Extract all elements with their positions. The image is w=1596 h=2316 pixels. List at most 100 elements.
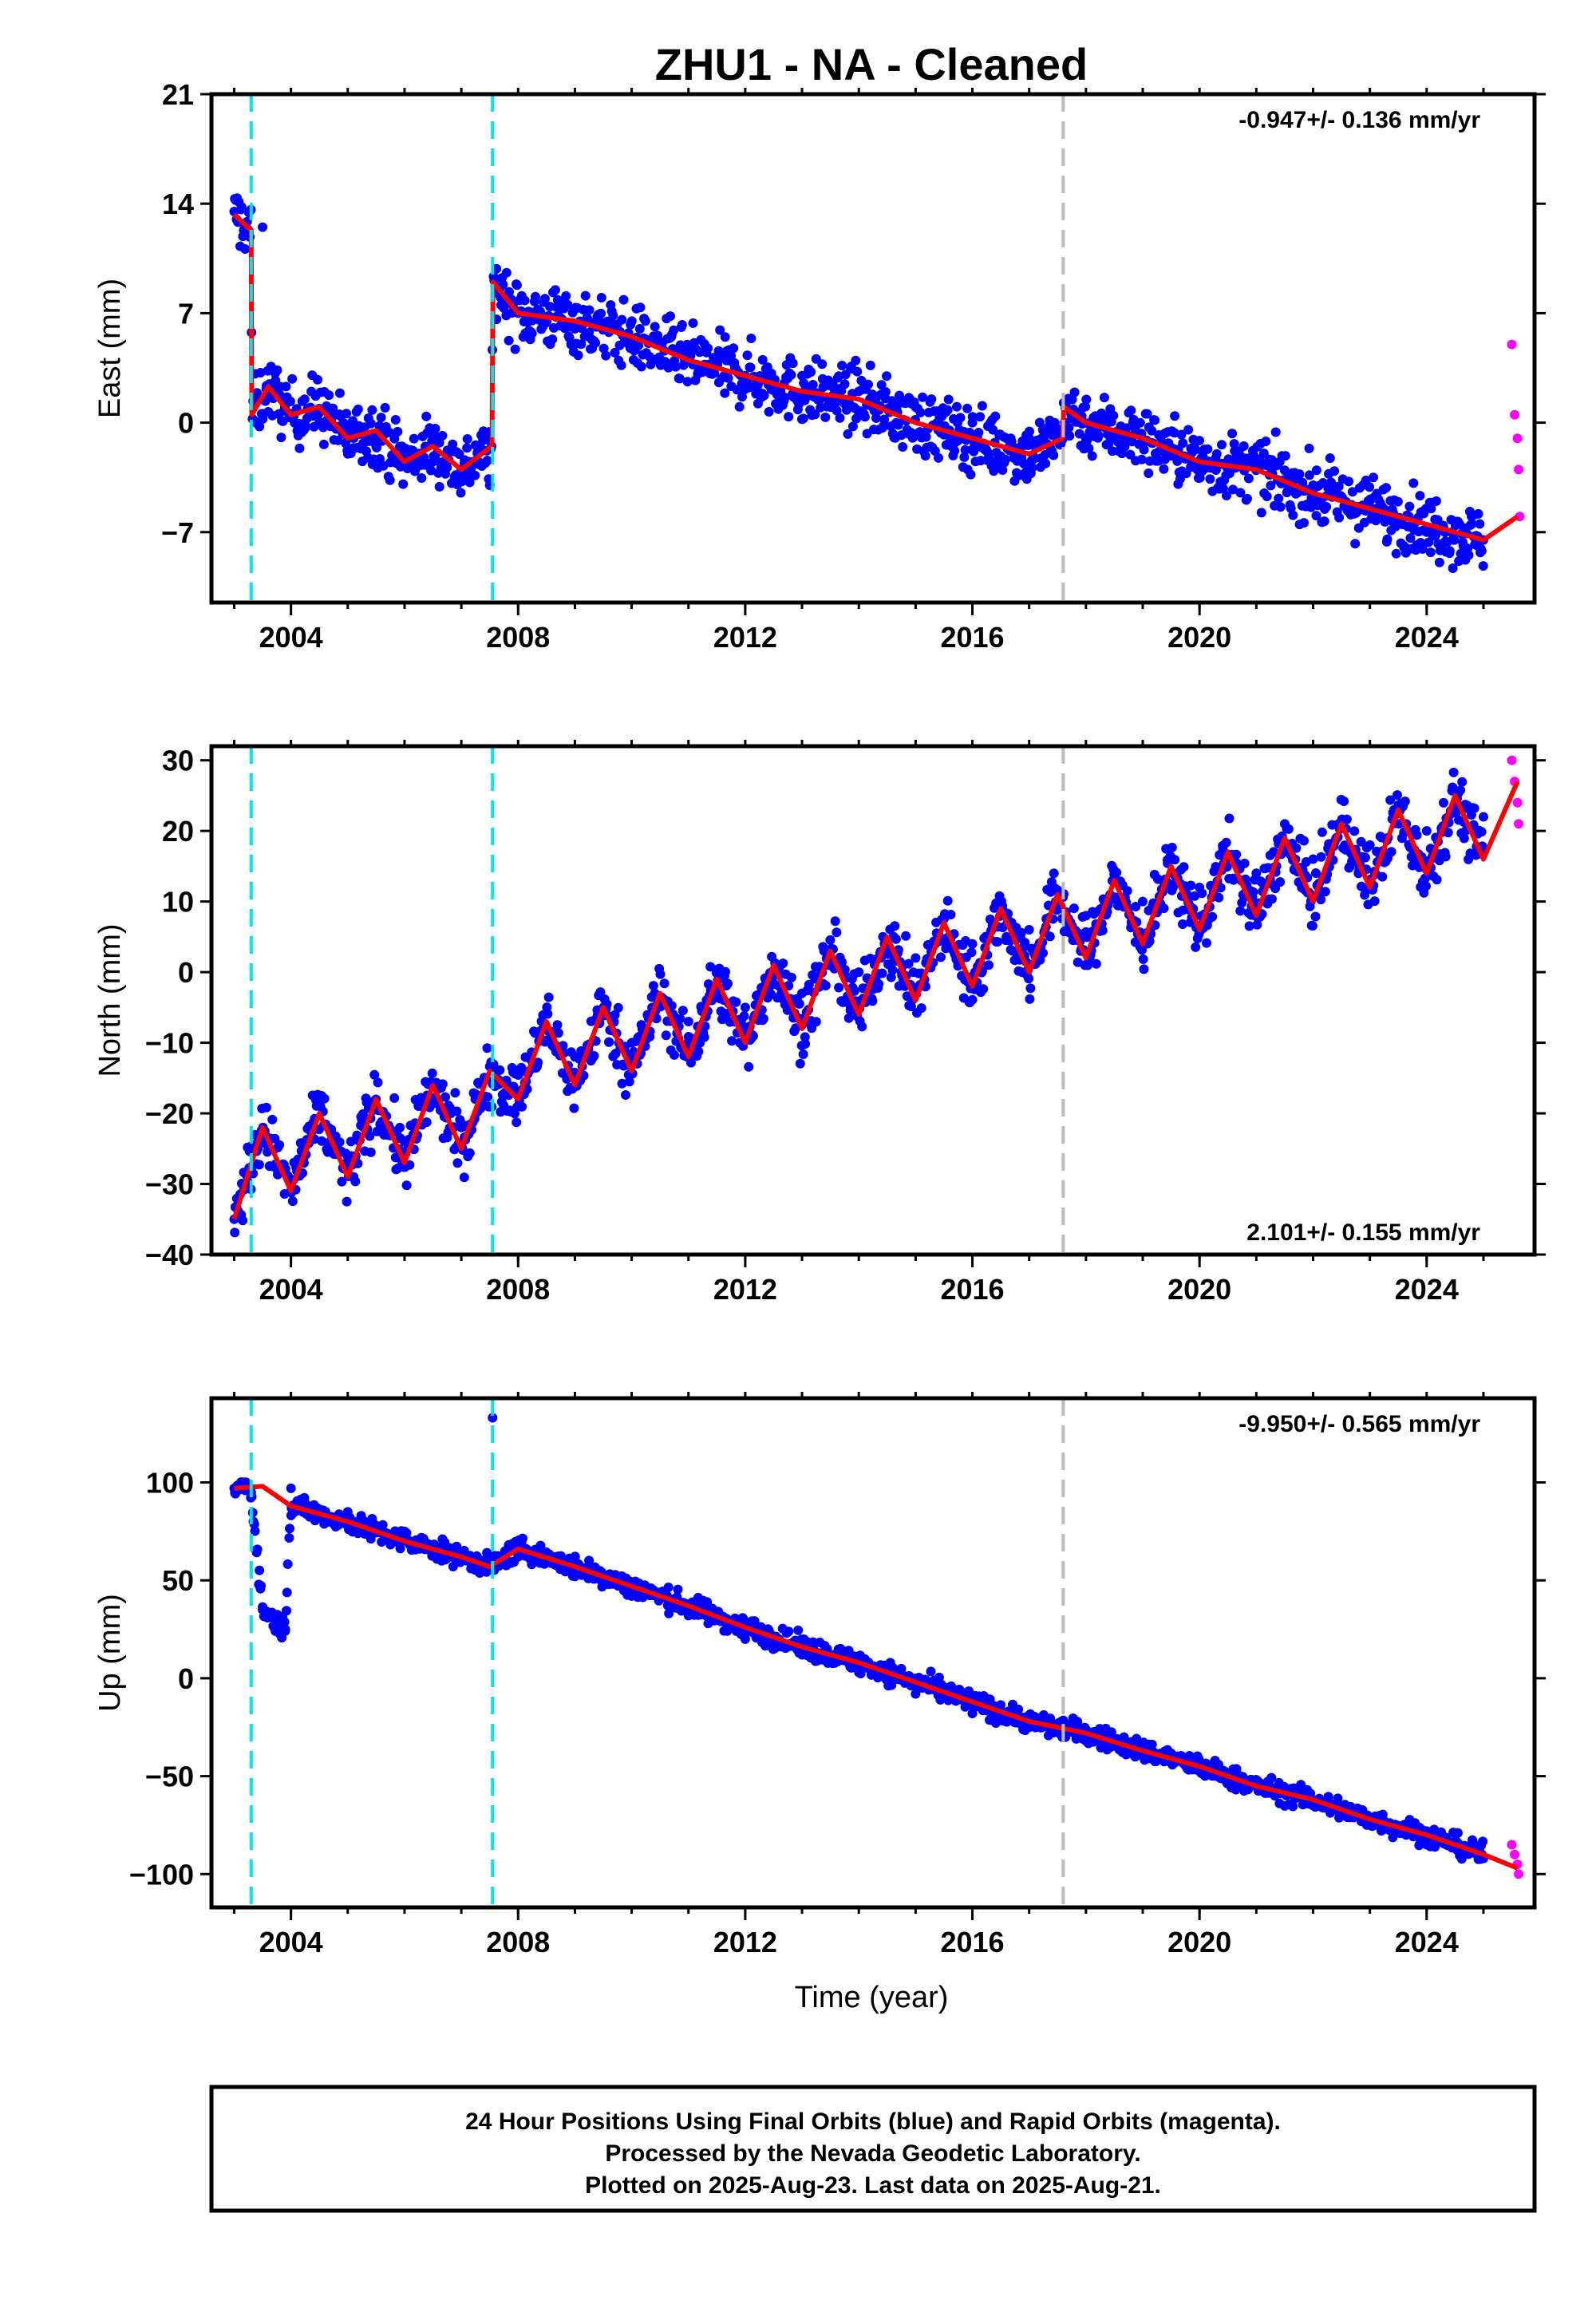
- final-orbit-point: [731, 997, 741, 1007]
- final-orbit-point: [276, 433, 286, 443]
- final-orbit-point: [1099, 393, 1109, 403]
- final-orbit-point: [434, 481, 444, 492]
- y-tick-label: 0: [178, 407, 194, 440]
- final-orbit-point: [1456, 1854, 1467, 1864]
- final-orbit-point: [1222, 491, 1231, 500]
- final-orbit-point: [346, 1136, 356, 1147]
- rapid-orbit-point: [1507, 755, 1517, 765]
- final-orbit-point: [395, 1122, 405, 1132]
- final-orbit-point: [1365, 1820, 1375, 1830]
- final-orbit-point: [794, 998, 804, 1009]
- final-orbit-point: [1139, 964, 1149, 974]
- final-orbit-point: [670, 1049, 679, 1060]
- final-orbit-point: [1280, 451, 1290, 461]
- final-orbit-point: [1231, 849, 1242, 860]
- final-orbit-point: [452, 1541, 462, 1551]
- final-orbit-point: [1242, 493, 1252, 504]
- final-orbit-point: [1448, 563, 1458, 573]
- final-orbit-point: [998, 465, 1008, 475]
- final-orbit-point: [452, 1158, 463, 1168]
- final-orbit-point: [285, 397, 295, 406]
- final-orbit-point: [1421, 1840, 1432, 1850]
- final-orbit-point: [1304, 443, 1314, 453]
- final-orbit-point: [688, 318, 698, 328]
- rate-label: 2.101+/- 0.155 mm/yr: [1246, 1219, 1480, 1246]
- final-orbit-point: [936, 952, 946, 962]
- final-orbit-point: [874, 979, 884, 989]
- final-orbit-point: [617, 314, 627, 325]
- final-orbit-point: [839, 379, 850, 389]
- final-orbit-point: [1214, 892, 1224, 903]
- final-orbit-point: [854, 386, 864, 397]
- y-tick-label: 50: [162, 1564, 194, 1597]
- final-orbit-point: [784, 412, 794, 422]
- rate-label: -0.947+/- 0.136 mm/yr: [1238, 107, 1480, 133]
- final-orbit-point: [280, 1624, 290, 1634]
- final-orbit-point: [810, 409, 820, 420]
- final-orbit-point: [740, 1634, 750, 1644]
- final-orbit-point: [880, 387, 891, 397]
- final-orbit-point: [378, 460, 389, 471]
- final-orbit-point: [808, 380, 818, 389]
- final-orbit-point: [1393, 496, 1403, 507]
- final-orbit-point: [1478, 561, 1488, 571]
- final-orbit-point: [661, 1030, 671, 1041]
- final-orbit-point: [286, 1483, 296, 1493]
- final-orbit-point: [1377, 871, 1388, 882]
- final-orbit-point: [1421, 881, 1431, 891]
- final-orbit-point: [911, 402, 921, 412]
- x-tick-label: 2016: [940, 621, 1004, 654]
- final-orbit-point: [797, 1650, 808, 1660]
- final-orbit-point: [284, 1533, 294, 1543]
- final-orbit-point: [617, 1078, 627, 1089]
- final-orbit-point: [974, 428, 984, 437]
- final-orbit-point: [282, 1587, 292, 1598]
- final-orbit-point: [314, 417, 325, 428]
- final-orbit-point: [405, 1160, 415, 1170]
- final-orbit-point: [682, 377, 693, 387]
- x-axis-label: Time (year): [795, 1981, 949, 2014]
- final-orbit-point: [380, 402, 390, 413]
- final-orbit-point: [1237, 898, 1247, 908]
- final-orbit-point: [510, 344, 520, 354]
- model-line: [231, 780, 1520, 1220]
- final-orbit-point: [926, 1666, 936, 1677]
- final-orbit-point: [1186, 880, 1196, 891]
- final-orbit-point: [596, 293, 606, 302]
- final-orbit-point: [797, 370, 808, 381]
- final-orbit-point: [882, 371, 892, 381]
- final-orbit-point: [1195, 436, 1204, 446]
- final-orbit-point: [1321, 502, 1332, 512]
- y-axis-label: East (mm): [93, 279, 127, 418]
- final-orbit-point: [1138, 1752, 1148, 1762]
- final-orbit-point: [287, 1196, 298, 1207]
- final-orbit-point: [1350, 539, 1361, 549]
- final-orbit-point: [365, 1147, 376, 1157]
- chart-title: ZHU1 - NA - Cleaned: [655, 39, 1088, 89]
- final-orbit-point: [863, 379, 873, 389]
- final-orbit-point: [967, 1709, 978, 1719]
- x-tick-label: 2016: [940, 1926, 1004, 1958]
- final-orbit-point: [1178, 919, 1187, 929]
- final-orbit-point: [830, 916, 840, 927]
- final-orbit-point: [1195, 882, 1205, 892]
- final-orbit-point: [1317, 827, 1327, 837]
- final-orbit-point: [988, 425, 998, 435]
- final-orbit-point: [1138, 896, 1148, 907]
- final-orbit-point: [1038, 948, 1048, 958]
- final-orbit-point: [1244, 921, 1254, 931]
- final-orbit-point: [258, 1605, 268, 1615]
- panel-frame: [209, 1396, 1537, 1910]
- final-orbit-point: [1469, 803, 1479, 813]
- plot-area: [229, 193, 1525, 573]
- final-orbit-point: [313, 374, 322, 385]
- final-orbit-point: [512, 280, 522, 290]
- final-orbit-point: [1344, 476, 1354, 487]
- x-tick-label: 2020: [1167, 621, 1231, 654]
- final-orbit-point: [1228, 875, 1238, 885]
- final-orbit-point: [1316, 895, 1326, 905]
- final-orbit-point: [1270, 427, 1281, 437]
- final-orbit-point: [1080, 433, 1091, 444]
- final-orbit-point: [437, 1079, 448, 1089]
- y-tick-label: 0: [178, 1662, 194, 1695]
